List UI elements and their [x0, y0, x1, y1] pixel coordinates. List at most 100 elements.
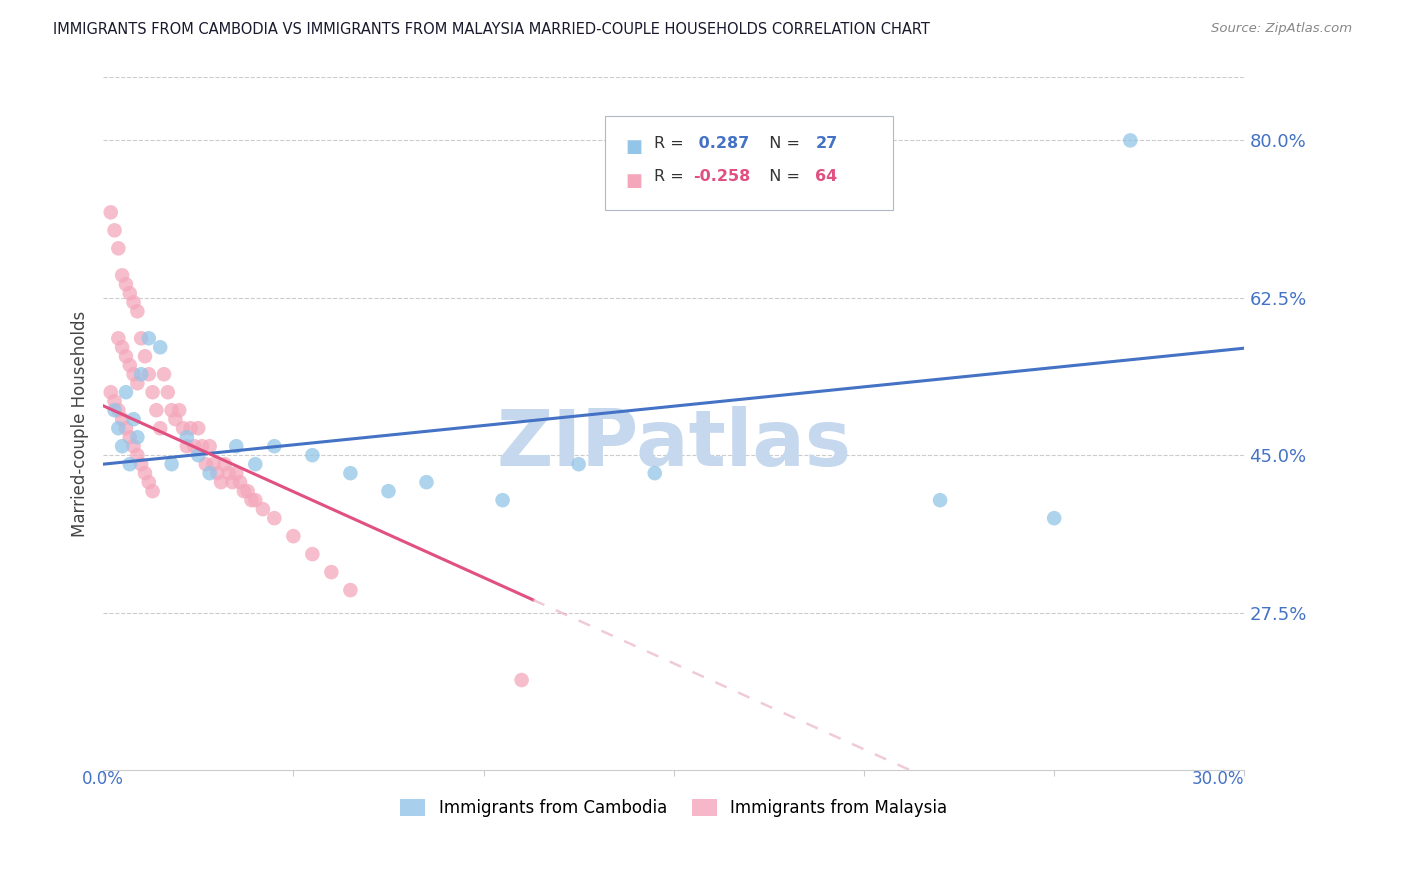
Point [929, 493, 952, 508]
Point [160, 457, 183, 471]
Point [176, 439, 198, 453]
Point [122, 295, 145, 310]
Point [194, 457, 217, 471]
Point [107, 331, 129, 345]
Point [283, 529, 305, 543]
Point [176, 430, 198, 444]
Point [172, 421, 194, 435]
Point [252, 502, 274, 516]
Point [115, 385, 138, 400]
Point [138, 475, 160, 490]
Point [415, 475, 437, 490]
Point [301, 448, 323, 462]
Point [218, 466, 240, 480]
Point [165, 412, 187, 426]
Point [103, 403, 125, 417]
Point [127, 304, 149, 318]
Point [377, 484, 399, 499]
Point [118, 457, 141, 471]
Point [225, 439, 247, 453]
Text: N =: N = [759, 169, 806, 185]
Point [187, 448, 209, 462]
Y-axis label: Married-couple Households: Married-couple Households [72, 310, 89, 537]
Point [103, 223, 125, 237]
Point [1119, 133, 1142, 147]
Point [107, 403, 129, 417]
Point [207, 466, 229, 480]
Point [321, 565, 343, 579]
Point [214, 457, 236, 471]
Point [301, 547, 323, 561]
Point [122, 412, 145, 426]
Point [240, 493, 263, 508]
Point [221, 475, 243, 490]
Point [134, 466, 156, 480]
Point [156, 385, 179, 400]
Point [229, 475, 252, 490]
Point [263, 439, 285, 453]
Point [149, 340, 172, 354]
Text: 64: 64 [815, 169, 838, 185]
Point [198, 439, 221, 453]
Text: ■: ■ [626, 172, 643, 190]
Point [153, 368, 176, 382]
Point [644, 466, 666, 480]
Text: ZIPatlas: ZIPatlas [496, 407, 851, 483]
Point [145, 403, 167, 417]
Point [134, 349, 156, 363]
Point [138, 368, 160, 382]
Point [198, 466, 221, 480]
Point [202, 457, 225, 471]
Point [100, 385, 122, 400]
Text: ■: ■ [626, 138, 643, 156]
Point [115, 277, 138, 292]
Point [339, 583, 361, 598]
Text: IMMIGRANTS FROM CAMBODIA VS IMMIGRANTS FROM MALAYSIA MARRIED-COUPLE HOUSEHOLDS C: IMMIGRANTS FROM CAMBODIA VS IMMIGRANTS F… [53, 22, 931, 37]
Point [103, 394, 125, 409]
Point [245, 457, 267, 471]
Point [107, 241, 129, 255]
Point [122, 368, 145, 382]
Point [129, 457, 152, 471]
Point [127, 376, 149, 391]
Point [122, 439, 145, 453]
Point [129, 368, 152, 382]
Text: N =: N = [759, 136, 806, 151]
Point [160, 403, 183, 417]
Text: 0.287: 0.287 [693, 136, 749, 151]
Point [118, 286, 141, 301]
Point [245, 493, 267, 508]
Text: 27: 27 [815, 136, 838, 151]
Point [167, 403, 190, 417]
Point [118, 430, 141, 444]
Point [111, 412, 134, 426]
Point [491, 493, 513, 508]
Point [115, 421, 138, 435]
Point [100, 205, 122, 219]
Point [142, 385, 165, 400]
Point [111, 340, 134, 354]
Point [1043, 511, 1066, 525]
Text: R =: R = [654, 136, 689, 151]
Point [127, 448, 149, 462]
Point [232, 484, 254, 499]
Point [180, 421, 202, 435]
Point [127, 430, 149, 444]
Text: Source: ZipAtlas.com: Source: ZipAtlas.com [1212, 22, 1353, 36]
Point [209, 475, 232, 490]
Point [183, 439, 205, 453]
Point [263, 511, 285, 525]
Point [510, 673, 533, 687]
Text: R =: R = [654, 169, 689, 185]
Text: -0.258: -0.258 [693, 169, 751, 185]
Point [187, 421, 209, 435]
Point [339, 466, 361, 480]
Point [129, 331, 152, 345]
Text: 30.0%: 30.0% [1192, 770, 1244, 788]
Point [138, 331, 160, 345]
Point [568, 457, 591, 471]
Point [107, 421, 129, 435]
Text: 0.0%: 0.0% [82, 770, 124, 788]
Point [115, 349, 138, 363]
Legend: Immigrants from Cambodia, Immigrants from Malaysia: Immigrants from Cambodia, Immigrants fro… [394, 792, 953, 824]
